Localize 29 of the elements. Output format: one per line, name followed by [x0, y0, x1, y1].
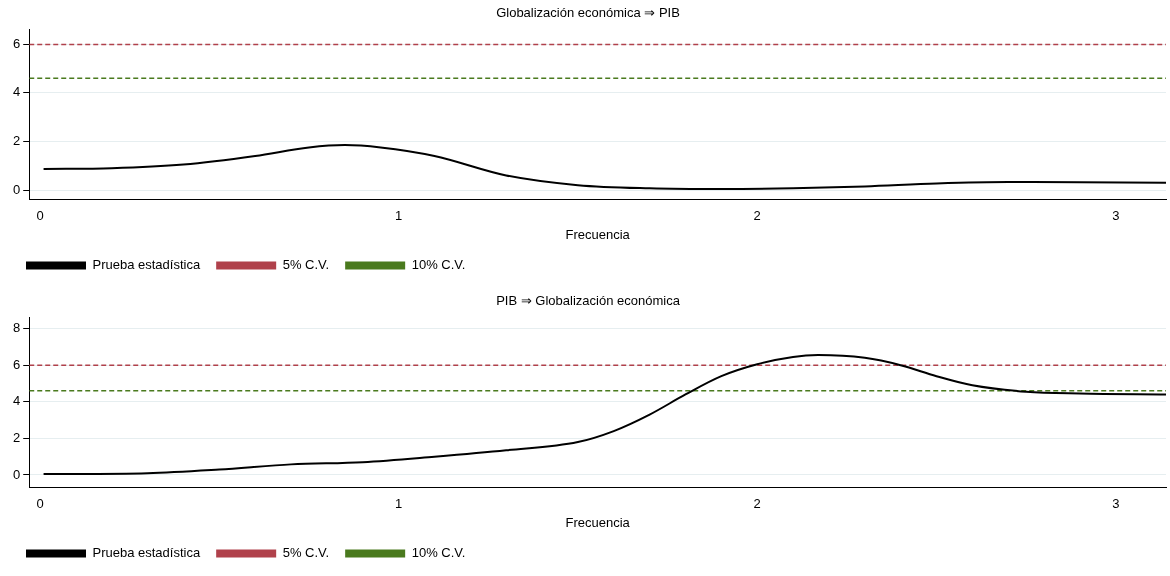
y-tick-label: 8 — [13, 320, 21, 336]
legend-label: 10% C.V. — [411, 545, 466, 561]
y-tick-label: 6 — [13, 35, 21, 51]
legend-label: 5% C.V. — [282, 545, 330, 561]
line-series — [42, 144, 1166, 191]
y-tick-label: 6 — [13, 356, 21, 372]
y-tick-label: 2 — [13, 429, 21, 445]
x-tick-label: 0 — [36, 208, 44, 224]
x-tick-label: 1 — [394, 208, 403, 224]
chart-title: PIB ⇒ Globalización económica — [496, 293, 681, 309]
x-tick-label: 2 — [753, 208, 761, 224]
legend-label: Prueba estadística — [92, 257, 201, 273]
x-tick-label: 2 — [753, 496, 761, 512]
y-tick-label: 4 — [13, 84, 21, 100]
y-tick-label: 0 — [13, 181, 21, 197]
x-axis-title: Frecuencia — [565, 514, 631, 530]
legend-label: 10% C.V. — [411, 257, 466, 273]
x-tick-label: 3 — [1112, 496, 1120, 512]
legend-label: Prueba estadística — [92, 545, 201, 561]
y-tick-label: 2 — [13, 133, 21, 149]
y-tick-label: 4 — [13, 393, 21, 409]
x-tick-label: 3 — [1112, 208, 1120, 224]
legend-label: 5% C.V. — [282, 257, 330, 273]
x-tick-label: 1 — [394, 496, 403, 512]
x-axis-title: Frecuencia — [565, 226, 631, 242]
y-tick-label: 0 — [13, 466, 21, 482]
chart-title: Globalización económica ⇒ PIB — [496, 5, 680, 21]
line-series — [42, 354, 1166, 476]
x-tick-label: 0 — [36, 496, 44, 512]
